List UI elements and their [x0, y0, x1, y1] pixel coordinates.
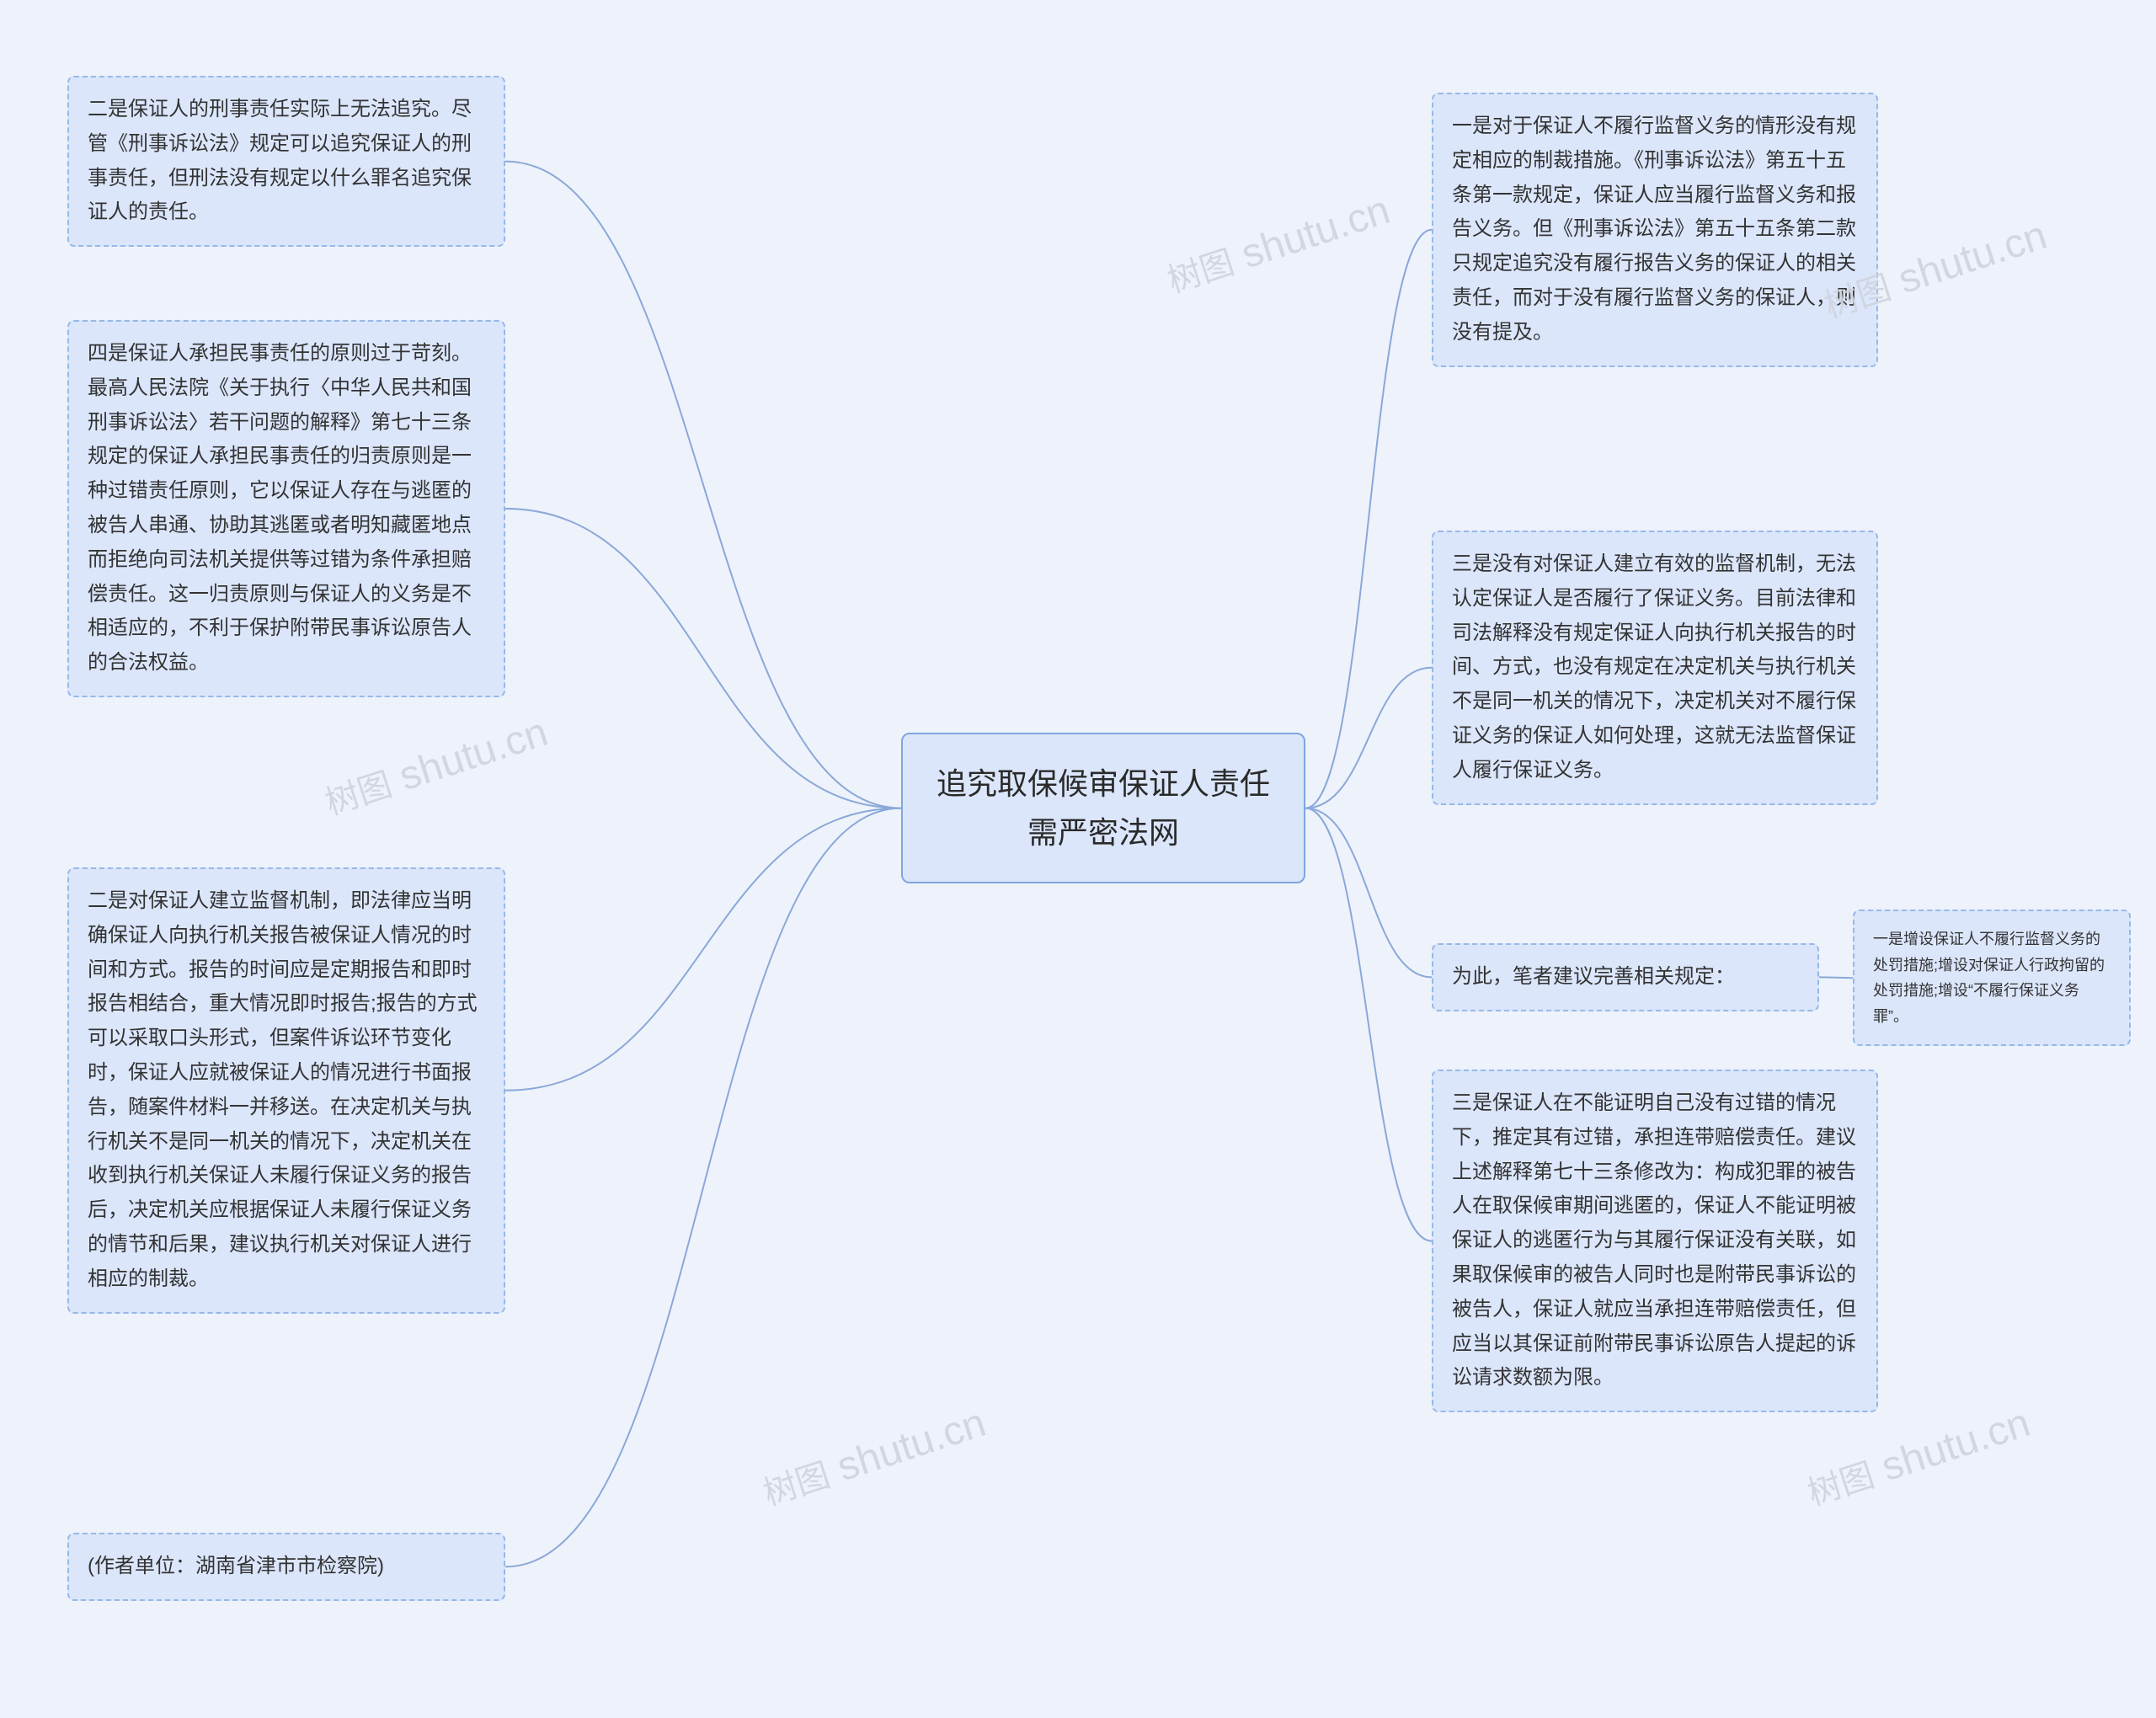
connector-line — [1819, 977, 1853, 978]
connector-line — [505, 162, 901, 808]
center-node: 追究取保候审保证人责任 需严密法网 — [901, 733, 1305, 883]
right-node: 一是增设保证人不履行监督义务的处罚措施;增设对保证人行政拘留的处罚措施;增设“不… — [1853, 910, 2131, 1046]
left-node: 二是保证人的刑事责任实际上无法追究。尽管《刑事诉讼法》规定可以追究保证人的刑事责… — [67, 76, 505, 247]
center-title-line1: 追究取保候审保证人责任 — [937, 760, 1270, 808]
connector-line — [505, 509, 901, 808]
center-title-line2: 需严密法网 — [937, 808, 1270, 857]
left-node: 二是对保证人建立监督机制，即法律应当明确保证人向执行机关报告被保证人情况的时间和… — [67, 867, 505, 1314]
connector-line — [1305, 808, 1432, 1241]
right-node: 一是对于保证人不履行监督义务的情形没有规定相应的制裁措施。《刑事诉讼法》第五十五… — [1432, 93, 1878, 367]
connector-line — [505, 808, 901, 1091]
connector-line — [505, 808, 901, 1567]
left-node: 四是保证人承担民事责任的原则过于苛刻。最高人民法院《关于执行〈中华人民共和国刑事… — [67, 320, 505, 697]
watermark: 树图 shutu.cn — [756, 1397, 991, 1515]
watermark: 树图 shutu.cn — [1801, 1397, 2036, 1515]
connector-line — [1305, 668, 1432, 808]
watermark: 树图 shutu.cn — [1161, 184, 1396, 302]
connector-line — [1305, 230, 1432, 808]
watermark: 树图 shutu.cn — [318, 707, 553, 824]
left-node: (作者单位：湖南省津市市检察院) — [67, 1533, 505, 1601]
right-node: 三是没有对保证人建立有效的监督机制，无法认定保证人是否履行了保证义务。目前法律和… — [1432, 531, 1878, 805]
right-node: 为此，笔者建议完善相关规定： — [1432, 943, 1819, 1011]
connector-line — [1305, 808, 1432, 978]
right-node: 三是保证人在不能证明自己没有过错的情况下，推定其有过错，承担连带赔偿责任。建议上… — [1432, 1070, 1878, 1412]
